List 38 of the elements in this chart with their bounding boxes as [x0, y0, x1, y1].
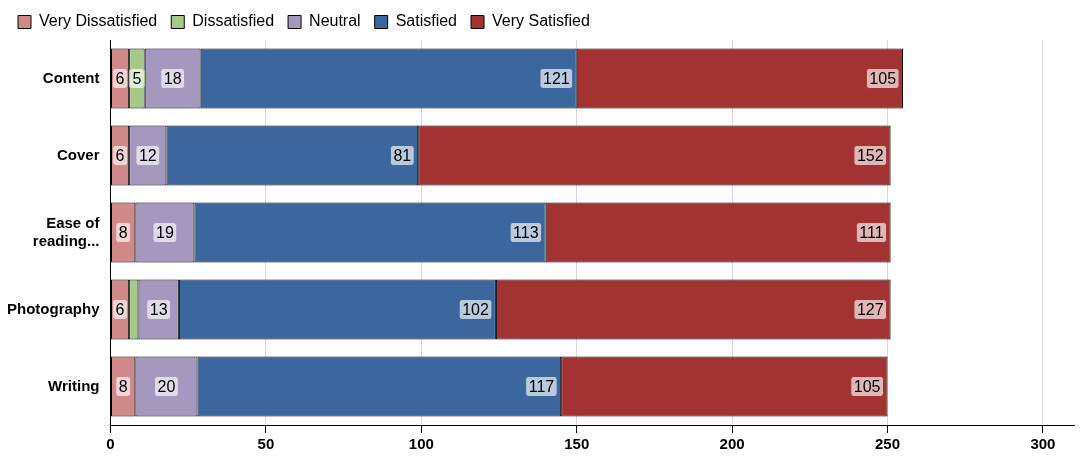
data-label: 20 [157, 377, 176, 395]
x-tick-label: 150 [564, 435, 590, 453]
data-label: 117 [528, 377, 555, 395]
x-tick-label: 250 [875, 435, 901, 453]
data-label: 12 [138, 146, 157, 164]
data-label: 102 [462, 300, 489, 318]
x-tick-label: 200 [719, 435, 745, 453]
y-tick-label: Cover [56, 145, 100, 163]
data-label: 121 [543, 69, 570, 87]
data-label: 8 [118, 377, 128, 395]
data-label: 8 [118, 223, 128, 241]
data-label: 113 [513, 223, 539, 241]
data-label: 127 [856, 300, 884, 318]
data-label: 19 [155, 223, 174, 241]
data-label: 111 [859, 223, 884, 241]
legend-label: Satisfied [395, 12, 458, 30]
legend-label: Very Satisfied [492, 12, 590, 30]
x-tick-label: 100 [408, 435, 434, 453]
y-tick-label: Writing [48, 376, 100, 394]
y-tick-label: Ease of reading... [32, 213, 101, 249]
legend-label: Very Dissatisfied [39, 12, 158, 30]
y-tick-label: Content [42, 68, 100, 86]
x-tick-label: 300 [1030, 435, 1056, 453]
data-label: 18 [163, 69, 182, 87]
data-label: 6 [115, 69, 125, 87]
x-tick-label: 50 [257, 435, 275, 453]
data-label: 6 [115, 300, 125, 318]
data-label: 13 [149, 300, 168, 318]
data-label: 105 [869, 69, 897, 87]
data-label: 81 [393, 146, 412, 164]
legend-label: Dissatisfied [192, 12, 275, 30]
data-label: 105 [853, 377, 881, 395]
legend-label: Neutral [309, 12, 361, 30]
y-tick-label: Photography [7, 299, 101, 317]
data-label: 5 [132, 69, 142, 87]
data-label: 6 [115, 146, 125, 164]
data-label: 152 [856, 146, 884, 164]
x-tick-label: 0 [106, 435, 115, 453]
